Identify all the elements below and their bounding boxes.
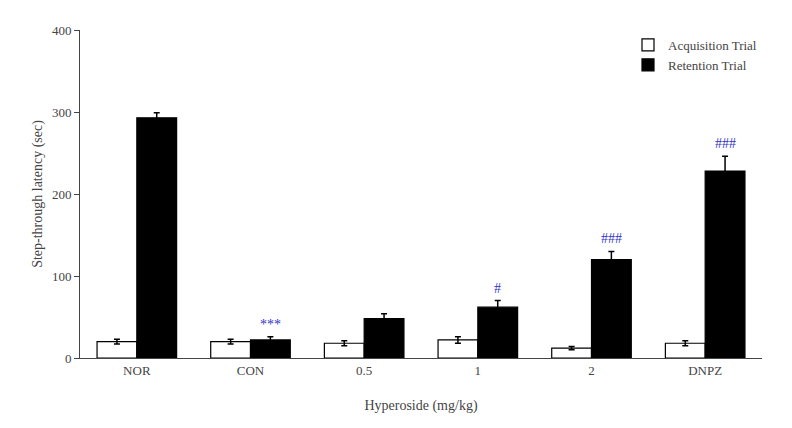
svg-text:***: *** [260,317,281,332]
svg-text:400: 400 [52,23,72,38]
svg-text:###: ### [601,231,622,246]
svg-text:###: ### [715,136,736,151]
svg-text:Acquisition Trial: Acquisition Trial [668,38,757,53]
svg-text:2: 2 [588,363,595,378]
svg-text:Retention Trial: Retention Trial [668,58,747,73]
svg-text:300: 300 [52,105,72,120]
svg-text:200: 200 [52,187,72,202]
svg-text:CON: CON [237,363,265,378]
svg-text:1: 1 [475,363,482,378]
svg-text:DNPZ: DNPZ [688,363,722,378]
svg-text:100: 100 [52,269,72,284]
svg-text:0: 0 [65,351,72,366]
svg-text:#: # [494,281,501,296]
svg-text:Step-through latency (sec): Step-through latency (sec) [30,120,46,268]
svg-text:Hyperoside (mg/kg): Hyperoside (mg/kg) [364,398,477,414]
svg-text:0.5: 0.5 [356,363,372,378]
svg-text:NOR: NOR [123,363,151,378]
